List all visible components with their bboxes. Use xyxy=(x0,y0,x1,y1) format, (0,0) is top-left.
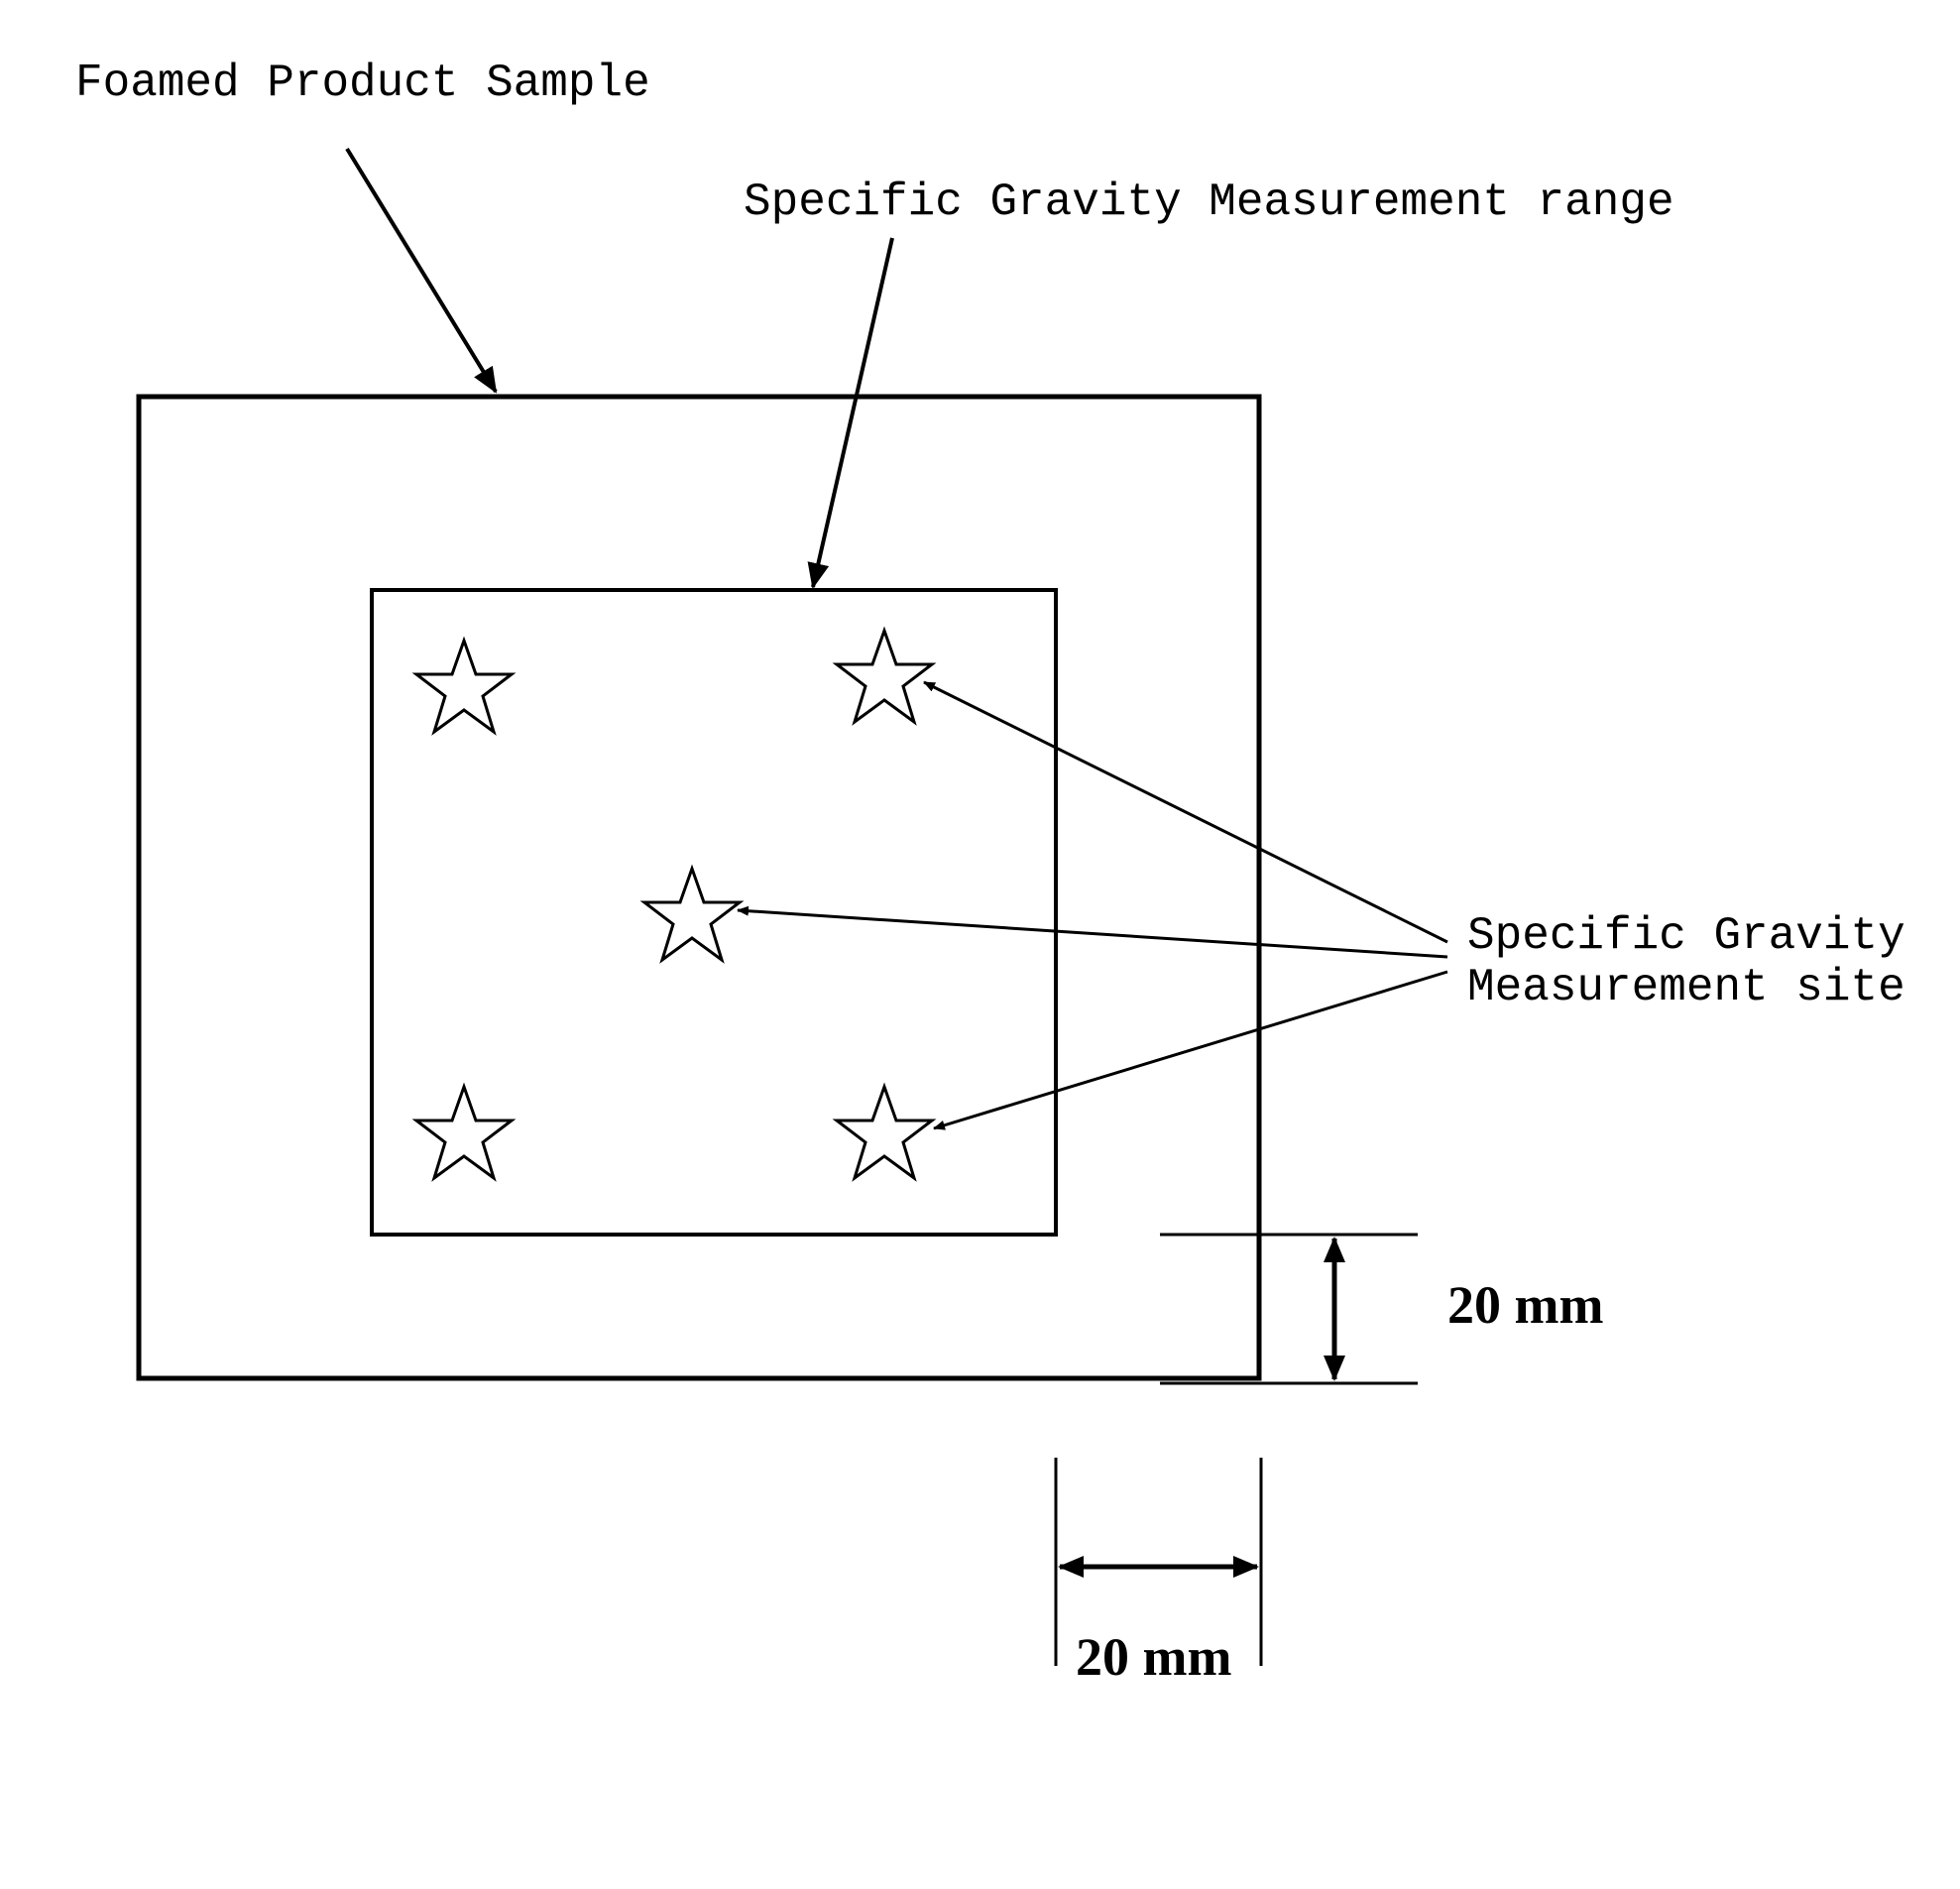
outer-square xyxy=(139,397,1259,1378)
label-site-line2: Measurement site xyxy=(1467,962,1905,1013)
star-icon xyxy=(416,641,512,732)
leader-sample xyxy=(347,149,496,392)
leader-site-mid xyxy=(738,910,1447,957)
stars-group xyxy=(416,631,932,1178)
dimension-horizontal-value: 20 mm xyxy=(1076,1626,1231,1688)
star-icon xyxy=(416,1087,512,1178)
star-icon xyxy=(837,631,932,722)
leader-site-top xyxy=(924,682,1447,942)
leader-site-bot xyxy=(934,972,1447,1128)
dimension-vertical xyxy=(1160,1235,1418,1383)
dimension-vertical-value: 20 mm xyxy=(1447,1274,1603,1336)
star-icon xyxy=(644,869,740,960)
star-icon xyxy=(837,1087,932,1178)
inner-square xyxy=(372,590,1056,1235)
leader-range xyxy=(813,238,892,587)
label-foamed-product-sample: Foamed Product Sample xyxy=(75,58,650,109)
label-range: Specific Gravity Measurement range xyxy=(744,177,1674,228)
label-site-line1: Specific Gravity xyxy=(1467,910,1905,962)
